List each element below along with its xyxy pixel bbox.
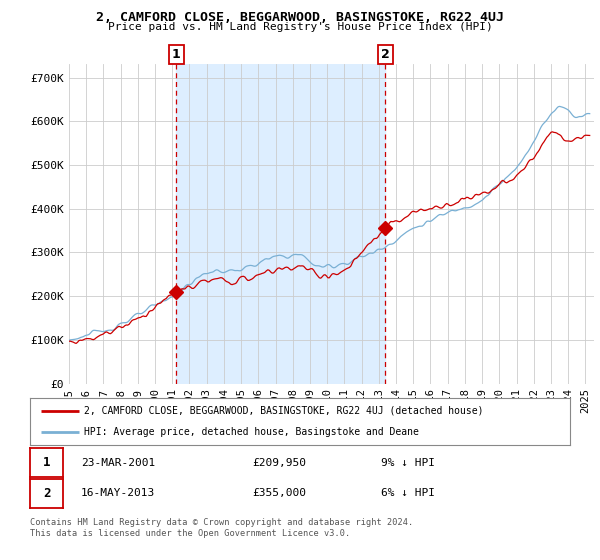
Text: 2: 2 — [43, 487, 50, 500]
Text: HPI: Average price, detached house, Basingstoke and Deane: HPI: Average price, detached house, Basi… — [84, 427, 419, 437]
Text: 9% ↓ HPI: 9% ↓ HPI — [381, 458, 435, 468]
Text: 6% ↓ HPI: 6% ↓ HPI — [381, 488, 435, 498]
Text: Contains HM Land Registry data © Crown copyright and database right 2024.: Contains HM Land Registry data © Crown c… — [30, 518, 413, 527]
Text: £209,950: £209,950 — [252, 458, 306, 468]
Text: 16-MAY-2013: 16-MAY-2013 — [81, 488, 155, 498]
Text: 23-MAR-2001: 23-MAR-2001 — [81, 458, 155, 468]
Text: 1: 1 — [172, 48, 181, 61]
Text: This data is licensed under the Open Government Licence v3.0.: This data is licensed under the Open Gov… — [30, 529, 350, 538]
Text: 2, CAMFORD CLOSE, BEGGARWOOD, BASINGSTOKE, RG22 4UJ: 2, CAMFORD CLOSE, BEGGARWOOD, BASINGSTOK… — [96, 11, 504, 24]
Text: 2, CAMFORD CLOSE, BEGGARWOOD, BASINGSTOKE, RG22 4UJ (detached house): 2, CAMFORD CLOSE, BEGGARWOOD, BASINGSTOK… — [84, 406, 484, 416]
Text: 2: 2 — [381, 48, 389, 61]
Text: 1: 1 — [43, 456, 50, 469]
Text: Price paid vs. HM Land Registry's House Price Index (HPI): Price paid vs. HM Land Registry's House … — [107, 22, 493, 32]
Text: £355,000: £355,000 — [252, 488, 306, 498]
Bar — [176, 64, 385, 384]
